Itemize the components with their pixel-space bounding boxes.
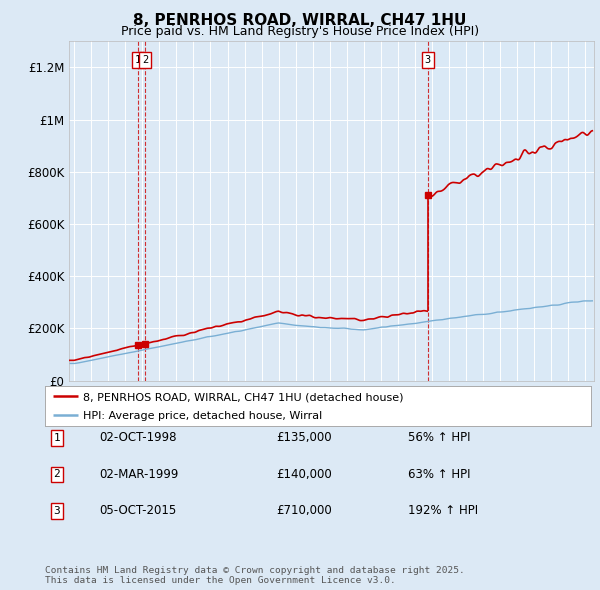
- Text: 05-OCT-2015: 05-OCT-2015: [99, 504, 176, 517]
- Text: 192% ↑ HPI: 192% ↑ HPI: [408, 504, 478, 517]
- Text: £710,000: £710,000: [276, 504, 332, 517]
- Text: 1: 1: [53, 433, 61, 442]
- Text: Price paid vs. HM Land Registry's House Price Index (HPI): Price paid vs. HM Land Registry's House …: [121, 25, 479, 38]
- Text: £135,000: £135,000: [276, 431, 332, 444]
- Text: 63% ↑ HPI: 63% ↑ HPI: [408, 468, 470, 481]
- Text: 2: 2: [53, 470, 61, 479]
- Text: Contains HM Land Registry data © Crown copyright and database right 2025.
This d: Contains HM Land Registry data © Crown c…: [45, 566, 465, 585]
- Text: 2: 2: [142, 55, 148, 65]
- Text: 3: 3: [425, 55, 431, 65]
- Text: 02-OCT-1998: 02-OCT-1998: [99, 431, 176, 444]
- Text: 56% ↑ HPI: 56% ↑ HPI: [408, 431, 470, 444]
- Text: 8, PENRHOS ROAD, WIRRAL, CH47 1HU (detached house): 8, PENRHOS ROAD, WIRRAL, CH47 1HU (detac…: [83, 392, 404, 402]
- Text: 8, PENRHOS ROAD, WIRRAL, CH47 1HU: 8, PENRHOS ROAD, WIRRAL, CH47 1HU: [133, 13, 467, 28]
- Text: £140,000: £140,000: [276, 468, 332, 481]
- Text: 1: 1: [135, 55, 141, 65]
- Text: HPI: Average price, detached house, Wirral: HPI: Average price, detached house, Wirr…: [83, 411, 322, 421]
- Text: 02-MAR-1999: 02-MAR-1999: [99, 468, 178, 481]
- Text: 3: 3: [53, 506, 61, 516]
